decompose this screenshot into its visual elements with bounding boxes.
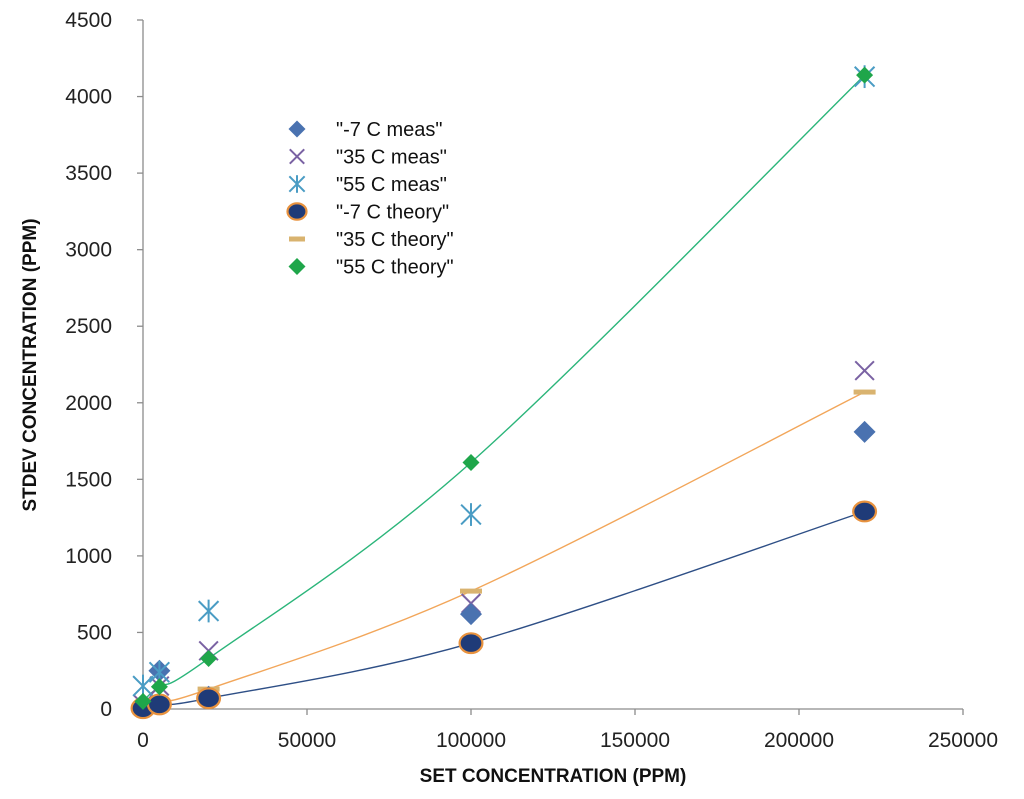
legend-label: "-7 C theory"	[336, 202, 449, 224]
diamond-marker	[200, 649, 218, 667]
legend-item: "55 C meas"	[288, 174, 447, 196]
trend-line	[142, 391, 865, 709]
y-tick-label: 2500	[65, 315, 112, 338]
trend-line	[142, 74, 866, 702]
legend-label: "55 C meas"	[336, 174, 447, 196]
diamond-marker	[134, 692, 152, 710]
y-tick-label: 3000	[65, 239, 112, 262]
circle-marker	[196, 687, 222, 710]
x-marker	[289, 148, 305, 165]
diamond-marker	[462, 453, 480, 471]
legend-item: "-7 C theory"	[286, 202, 449, 224]
y-tick-label: 3500	[65, 162, 112, 185]
axes: 0 500 1000 1500 2000 2500 3000 3500 4000 4500 0 500…	[65, 9, 998, 752]
series-1	[132, 360, 875, 715]
dash-marker	[289, 236, 305, 242]
legend-label: "-7 C meas"	[336, 119, 442, 141]
legend-item: "35 C meas"	[289, 147, 447, 169]
x-tick-label: 100000	[436, 729, 506, 752]
diamond-marker	[288, 120, 306, 138]
y-tick-label: 0	[100, 698, 112, 721]
y-tick-label: 500	[77, 621, 112, 644]
legend: "-7 C meas" "35 C meas" "55 C meas" "-7 C t…	[286, 119, 454, 279]
series-0	[132, 420, 876, 717]
circle-marker	[286, 202, 308, 221]
series-3	[130, 500, 878, 720]
diamond-marker	[853, 420, 876, 443]
x-marker	[854, 360, 875, 381]
y-tick-label: 2000	[65, 392, 112, 415]
y-tick-label: 1500	[65, 468, 112, 491]
dash-marker	[460, 588, 482, 594]
x-tick-label: 0	[137, 729, 149, 752]
legend-label: "55 C theory"	[336, 257, 454, 279]
trend-line	[142, 510, 865, 709]
diamond-marker	[856, 66, 874, 84]
diamond-marker	[288, 258, 306, 275]
circle-marker	[458, 632, 484, 655]
x-axis-title: SET CONCENTRATION (PPM)	[420, 766, 687, 787]
dash-marker	[853, 389, 876, 395]
y-axis-title: STDEV CONCENTRATION (PPM)	[20, 218, 41, 511]
y-tick-label: 4500	[65, 9, 112, 32]
legend-item: "-7 C meas"	[288, 119, 442, 141]
legend-label: "35 C meas"	[336, 147, 447, 169]
y-tick-label: 4000	[65, 86, 112, 109]
circle-marker	[852, 500, 878, 523]
series-5	[134, 66, 874, 710]
trend-lines	[142, 74, 866, 709]
diamond-marker	[150, 678, 168, 696]
series-4	[132, 389, 876, 710]
diamond-marker	[460, 603, 482, 626]
legend-label: "35 C theory"	[336, 229, 454, 251]
legend-item: "35 C theory"	[289, 229, 454, 251]
x-tick-label: 200000	[764, 729, 834, 752]
series-2	[132, 65, 876, 698]
x-tick-label: 50000	[278, 729, 336, 752]
x-tick-label: 250000	[928, 729, 998, 752]
x-tick-label: 150000	[600, 729, 670, 752]
circle-marker	[146, 693, 172, 716]
legend-item: "55 C theory"	[288, 257, 454, 279]
data-points	[130, 65, 878, 720]
y-tick-label: 1000	[65, 545, 112, 568]
